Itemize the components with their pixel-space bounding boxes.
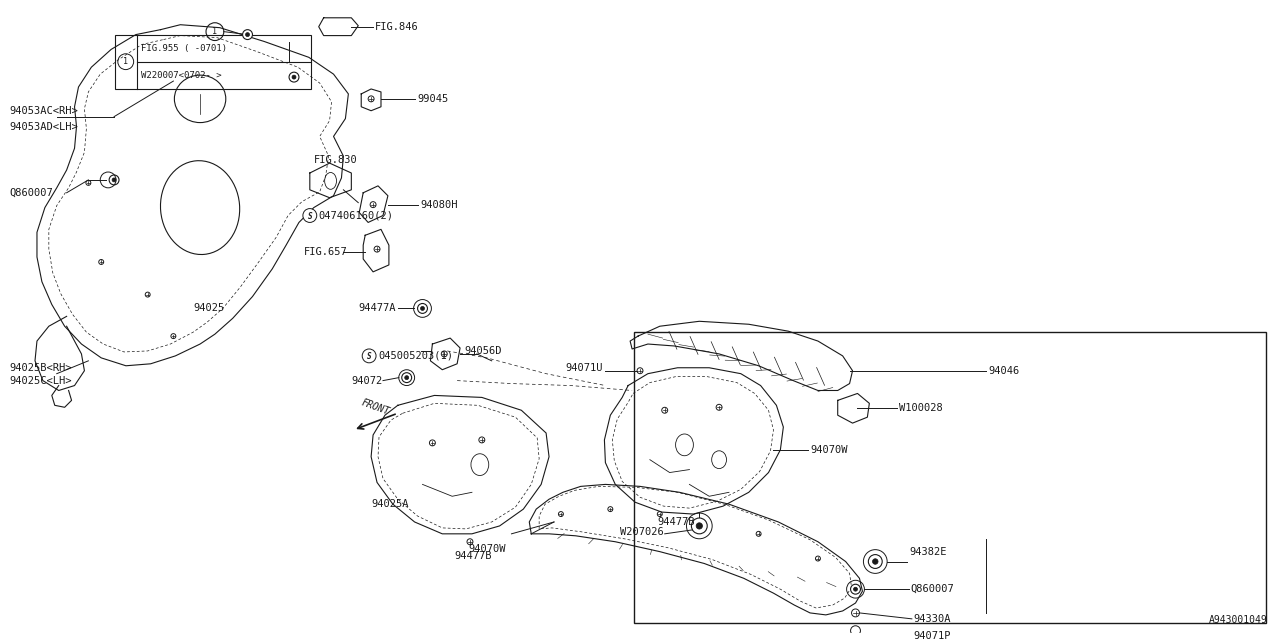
Bar: [634, 332, 1266, 623]
Text: W220007<0702- >: W220007<0702- >: [141, 70, 221, 79]
Text: W207026: W207026: [621, 527, 664, 537]
Text: 94071P: 94071P: [914, 630, 951, 640]
Text: 94382E: 94382E: [909, 547, 946, 557]
Text: 94025B<RH>: 94025B<RH>: [9, 363, 72, 372]
Text: FIG.955 ( -0701): FIG.955 ( -0701): [141, 44, 227, 52]
Circle shape: [362, 349, 376, 363]
Text: 99045: 99045: [417, 94, 449, 104]
Text: S: S: [367, 352, 371, 361]
Circle shape: [113, 178, 116, 182]
Text: FIG.846: FIG.846: [375, 22, 419, 32]
Text: 94477B: 94477B: [454, 550, 492, 561]
Circle shape: [851, 584, 860, 594]
Circle shape: [691, 518, 708, 534]
Bar: [115, 35, 311, 88]
Circle shape: [246, 33, 250, 36]
Text: 94053AD<LH>: 94053AD<LH>: [9, 122, 78, 132]
Circle shape: [868, 555, 882, 568]
Circle shape: [873, 559, 878, 564]
Text: 1: 1: [212, 27, 218, 36]
Circle shape: [854, 588, 858, 591]
Text: 94477B: 94477B: [658, 517, 695, 527]
Text: 045005203(1): 045005203(1): [378, 351, 453, 361]
Circle shape: [292, 75, 296, 79]
Circle shape: [303, 209, 316, 223]
Text: 94053AC<RH>: 94053AC<RH>: [9, 106, 78, 116]
Text: 94070W: 94070W: [810, 445, 847, 455]
Text: 94071U: 94071U: [564, 363, 603, 372]
Circle shape: [421, 307, 425, 310]
Text: W100028: W100028: [899, 403, 943, 413]
Circle shape: [404, 376, 408, 380]
Text: Q860007: Q860007: [911, 584, 955, 594]
Circle shape: [696, 523, 703, 529]
Circle shape: [109, 175, 119, 185]
Text: 047406160(2): 047406160(2): [319, 211, 394, 221]
Text: Q860007: Q860007: [9, 188, 52, 198]
Text: 94072: 94072: [351, 376, 383, 386]
Text: 94477A: 94477A: [358, 303, 396, 314]
Text: 1: 1: [123, 57, 128, 66]
Text: FIG.657: FIG.657: [303, 247, 348, 257]
Text: 94025: 94025: [193, 303, 224, 314]
Text: FIG.830: FIG.830: [314, 155, 357, 165]
Text: 94025A: 94025A: [371, 499, 408, 509]
Circle shape: [402, 372, 412, 383]
Text: 94080H: 94080H: [421, 200, 458, 210]
Circle shape: [243, 29, 252, 40]
Text: FRONT: FRONT: [360, 397, 390, 417]
Text: 94056D: 94056D: [465, 346, 502, 356]
Text: 94025C<LH>: 94025C<LH>: [9, 376, 72, 386]
Circle shape: [289, 72, 300, 82]
Circle shape: [417, 303, 428, 314]
Text: S: S: [307, 211, 312, 221]
Text: A943001049: A943001049: [1210, 615, 1267, 625]
Text: 94046: 94046: [988, 365, 1019, 376]
Text: 94070W: 94070W: [468, 543, 506, 554]
Text: 94330A: 94330A: [914, 614, 951, 624]
